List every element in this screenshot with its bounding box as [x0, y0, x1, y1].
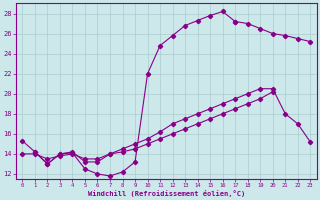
- X-axis label: Windchill (Refroidissement éolien,°C): Windchill (Refroidissement éolien,°C): [88, 190, 245, 197]
